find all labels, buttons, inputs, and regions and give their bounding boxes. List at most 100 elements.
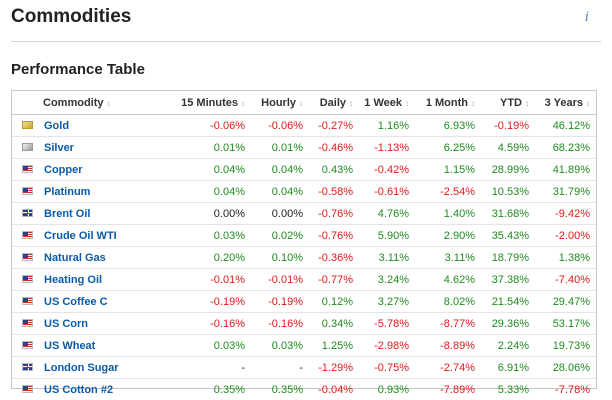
value-cell: -7.89%	[440, 383, 475, 396]
sort-icon[interactable]: ↕	[349, 98, 353, 108]
value-cell: 0.04%	[161, 158, 251, 181]
column-header-label: Commodity	[43, 96, 104, 109]
table-header-row: Commodity ↕ 15 Minutes ↕ Hourly ↕ Daily ↕ 1 Week…	[12, 91, 596, 115]
value-cell: 3.11%	[415, 246, 481, 269]
value-cell: 68.23%	[535, 136, 596, 159]
section-title: Performance Table	[11, 61, 145, 78]
value-cell: -7.78%	[555, 383, 590, 396]
value-cell: 0.34%	[309, 312, 359, 335]
sort-icon[interactable]: ↕	[586, 98, 590, 108]
us-flag-icon	[22, 296, 33, 305]
column-header-hourly[interactable]: Hourly ↕	[251, 91, 309, 115]
column-header-label: 3 Years	[544, 96, 583, 109]
commodity-cell: Heating Oil	[12, 268, 161, 291]
commodity-cell: Natural Gas	[12, 246, 161, 269]
column-header-commodity[interactable]: Commodity ↕	[12, 91, 161, 115]
commodity-link[interactable]: Platinum	[44, 185, 91, 198]
commodity-link[interactable]: US Corn	[44, 317, 88, 330]
value-cell: 3.11%	[359, 246, 415, 269]
column-header-label: 15 Minutes	[181, 96, 238, 109]
value-cell: -	[251, 356, 309, 379]
value-cell: -2.98%	[359, 334, 415, 357]
column-header-3-years[interactable]: 3 Years ↕	[535, 91, 596, 115]
table-row: Gold -0.06% -0.06% -0.27% 1.16% 6.93% -0.19% 46…	[12, 114, 596, 137]
value-cell: 0.04%	[251, 180, 309, 203]
value-cell: -1.13%	[359, 136, 415, 159]
commodity-link[interactable]: Copper	[44, 163, 83, 176]
value-cell: 3.27%	[359, 290, 415, 313]
value-cell: 53.17%	[535, 312, 596, 335]
value-cell: -0.04%	[318, 383, 353, 396]
value-cell: -0.01%	[161, 268, 251, 291]
value-cell: -5.78%	[359, 312, 415, 335]
commodity-cell: US Corn	[12, 312, 161, 335]
commodity-cell: Gold	[12, 114, 161, 137]
value-cell: -2.00%	[535, 224, 596, 247]
table-body: Gold -0.06% -0.06% -0.27% 1.16% 6.93% -0.19% 46…	[12, 114, 596, 400]
value-cell: 0.93%	[377, 383, 409, 396]
value-cell: -0.06%	[161, 114, 251, 137]
value-cell: 8.02%	[415, 290, 481, 313]
commodity-link[interactable]: London Sugar	[44, 361, 119, 374]
commodity-link[interactable]: US Cotton #2	[44, 383, 114, 396]
sort-icon[interactable]: ↕	[241, 98, 245, 108]
value-cell: 0.03%	[161, 224, 251, 247]
us-flag-icon	[22, 164, 33, 173]
sort-icon[interactable]: ↕	[525, 98, 529, 108]
commodity-link[interactable]: Brent Oil	[44, 207, 91, 220]
value-cell: -0.06%	[251, 114, 309, 137]
value-cell: -0.16%	[161, 312, 251, 335]
column-header-daily[interactable]: Daily ↕	[309, 91, 359, 115]
info-icon[interactable]: i	[584, 10, 590, 25]
table-row: Crude Oil WTI 0.03% 0.02% -0.76% 5.90% 2.90% 3…	[12, 224, 596, 247]
gold-icon	[22, 120, 33, 129]
sort-icon[interactable]: ↕	[106, 98, 111, 108]
header-divider	[11, 41, 601, 42]
commodity-link[interactable]: Crude Oil WTI	[44, 229, 117, 242]
us-flag-icon	[22, 318, 33, 327]
value-cell: 4.76%	[359, 202, 415, 225]
column-header-15-minutes[interactable]: 15 Minutes ↕	[161, 91, 251, 115]
table-row: Heating Oil -0.01% -0.01% -0.77% 3.24% 4.62% 3…	[12, 268, 596, 291]
commodity-link[interactable]: Heating Oil	[44, 273, 103, 286]
sort-icon[interactable]: ↕	[405, 98, 409, 108]
commodity-link[interactable]: Silver	[44, 141, 74, 154]
value-cell: 31.68%	[481, 202, 535, 225]
commodity-link[interactable]: Gold	[44, 119, 70, 132]
value-cell: 6.91%	[481, 356, 535, 379]
silver-icon	[22, 142, 33, 151]
column-header-1-month[interactable]: 1 Month ↕	[415, 91, 481, 115]
value-cell: 19.73%	[535, 334, 596, 357]
value-cell: 28.99%	[481, 158, 535, 181]
table-row: Platinum 0.04% 0.04% -0.58% -0.61% -2.54% 10.5…	[12, 180, 596, 203]
value-cell: 0.03%	[161, 334, 251, 357]
table-row: London Sugar - - -1.29% -0.75% -2.74% 6.91% 28.…	[12, 356, 596, 379]
commodity-link[interactable]: Natural Gas	[44, 251, 106, 264]
value-cell: 5.90%	[359, 224, 415, 247]
value-cell: -0.75%	[359, 356, 415, 379]
value-cell: 46.12%	[535, 114, 596, 137]
commodity-cell: London Sugar	[12, 356, 161, 379]
value-cell: -0.01%	[251, 268, 309, 291]
value-cell: 35.43%	[481, 224, 535, 247]
column-header-ytd[interactable]: YTD ↕	[481, 91, 535, 115]
page-header: Commodities i	[0, 0, 612, 42]
value-cell: 0.00%	[161, 202, 251, 225]
value-cell: -0.76%	[309, 202, 359, 225]
value-cell: 37.38%	[481, 268, 535, 291]
value-cell: -9.42%	[535, 202, 596, 225]
commodity-link[interactable]: US Coffee C	[44, 295, 108, 308]
value-cell: 0.43%	[309, 158, 359, 181]
value-cell: 0.02%	[251, 224, 309, 247]
value-cell: -0.58%	[309, 180, 359, 203]
commodity-cell: US Coffee C	[12, 290, 161, 313]
commodity-cell: US Cotton #2	[12, 379, 161, 400]
value-cell: 1.40%	[415, 202, 481, 225]
column-header-1-week[interactable]: 1 Week ↕	[359, 91, 415, 115]
commodity-link[interactable]: US Wheat	[44, 339, 96, 352]
value-cell: 6.25%	[415, 136, 481, 159]
value-cell: -0.42%	[359, 158, 415, 181]
commodity-cell: Crude Oil WTI	[12, 224, 161, 247]
sort-icon[interactable]: ↕	[299, 98, 303, 108]
sort-icon[interactable]: ↕	[471, 98, 475, 108]
